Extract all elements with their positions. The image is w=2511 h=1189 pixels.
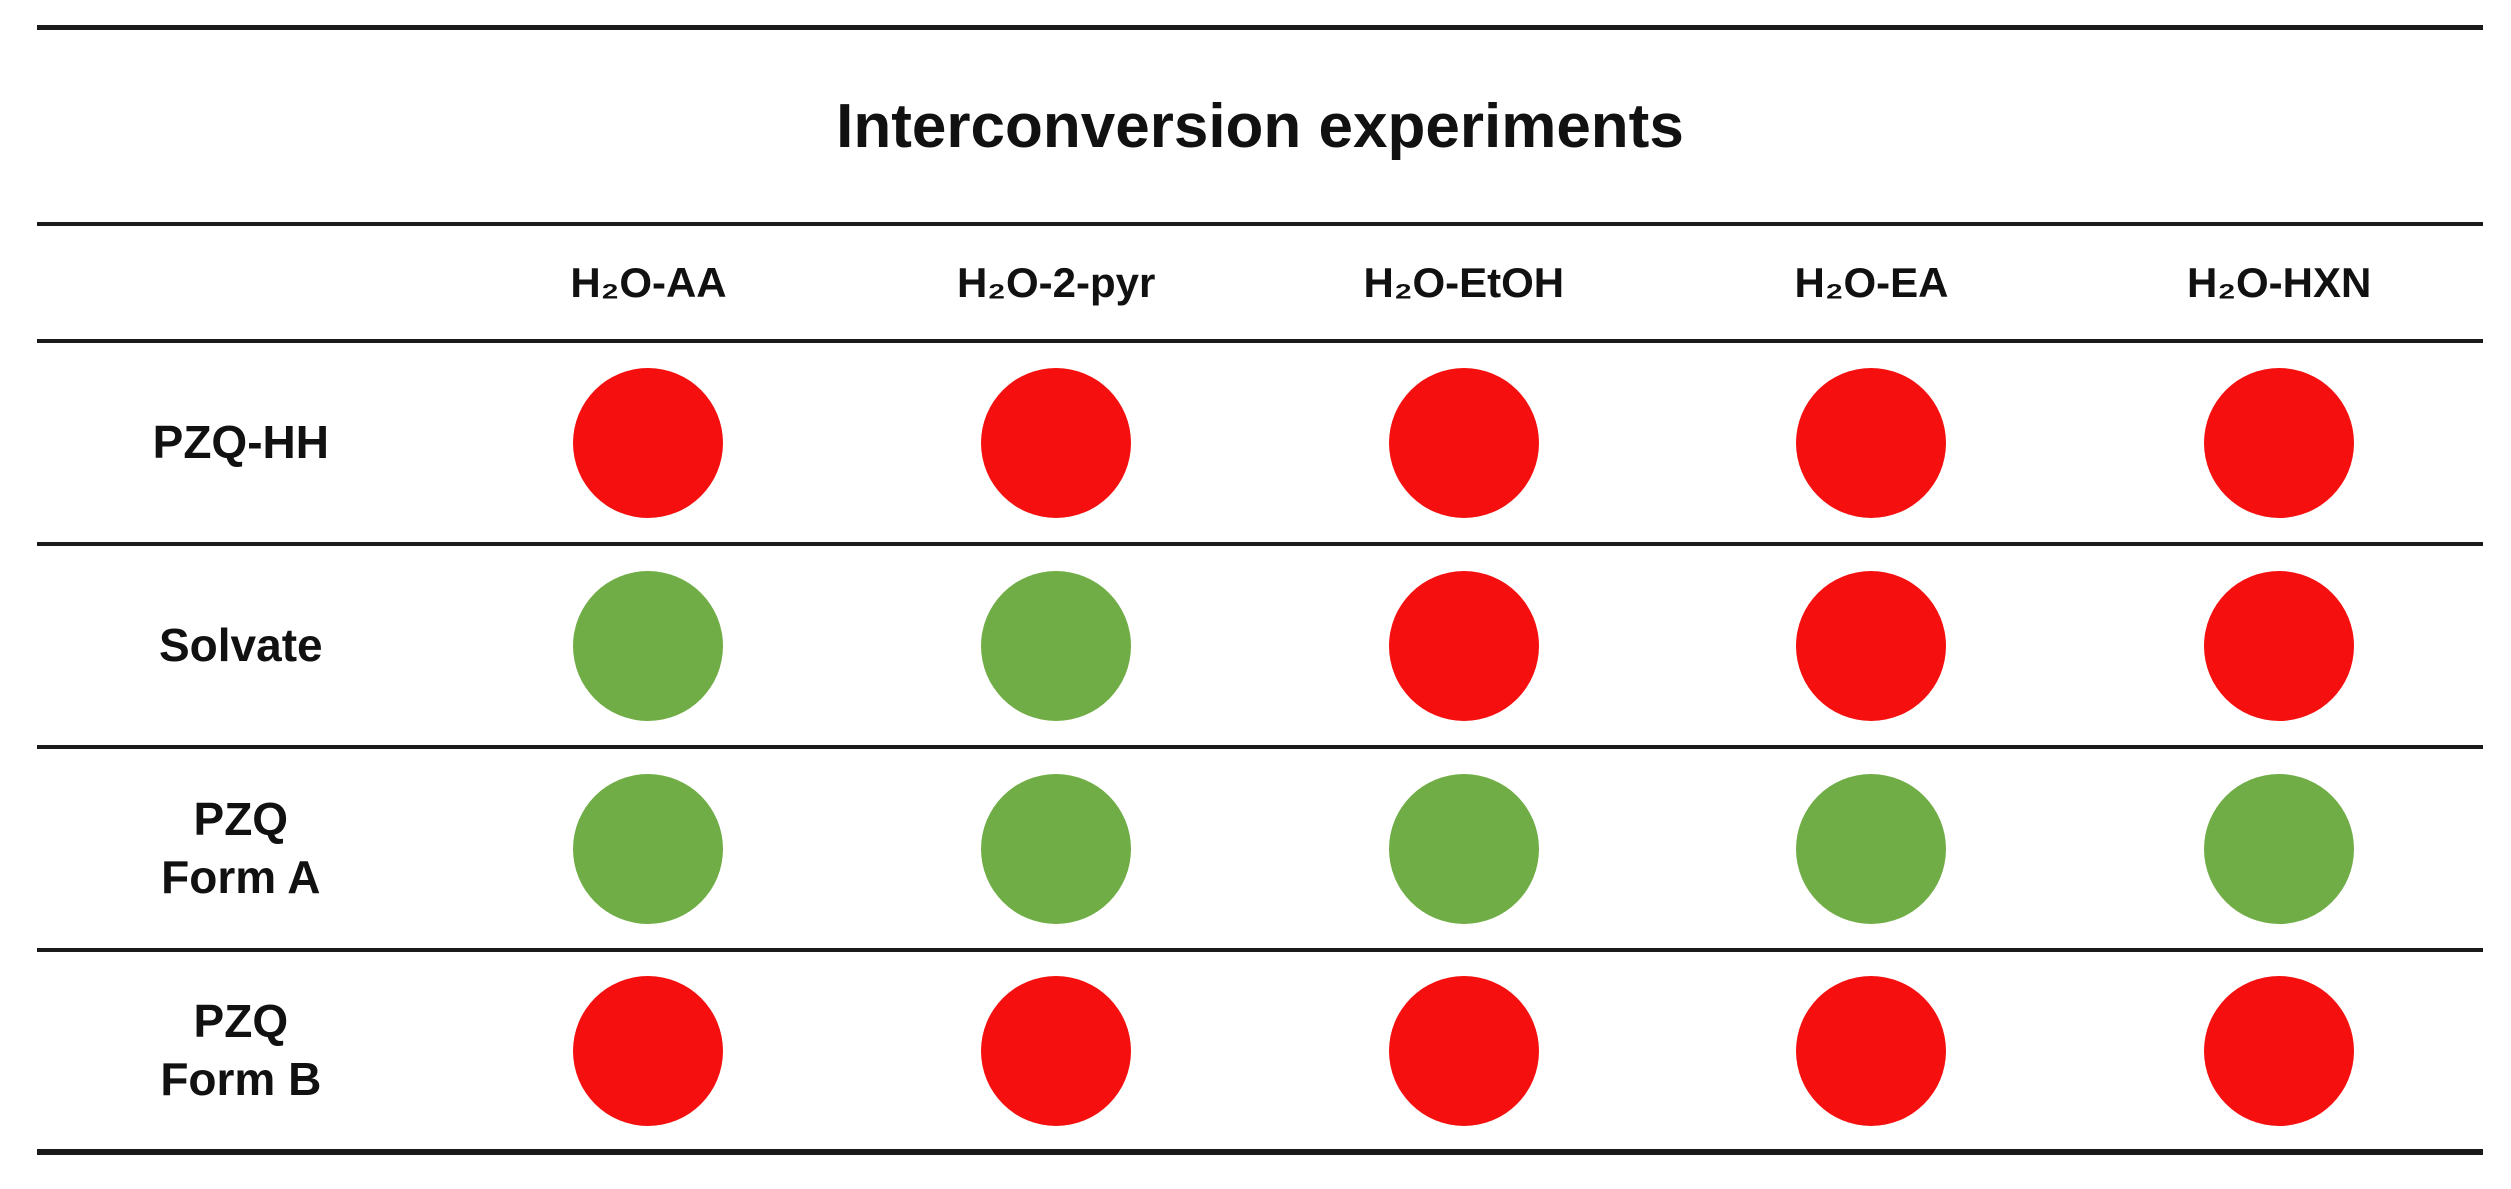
status-dot-red	[573, 367, 724, 518]
status-dot-red	[1388, 570, 1539, 721]
table-cell	[445, 343, 853, 542]
table-cell	[2075, 343, 2483, 542]
title-block: Interconversion experiments	[37, 25, 2483, 222]
row-label: PZQ Form A	[161, 793, 321, 903]
status-dot-green	[1388, 773, 1539, 924]
table-cell	[852, 952, 1260, 1149]
status-dot-green	[1796, 773, 1947, 924]
table-cell	[1260, 343, 1668, 542]
status-dot-green	[981, 570, 1132, 721]
status-dot-green	[573, 773, 724, 924]
row-label: PZQ Form B	[160, 995, 322, 1105]
table-row: Solvate	[37, 546, 2483, 749]
table-cell	[1668, 749, 2076, 948]
table-cell	[445, 546, 853, 745]
status-dot-red	[573, 975, 724, 1126]
table-cell	[852, 343, 1260, 542]
status-dot-red	[1388, 975, 1539, 1126]
column-header: H₂O-2-pyr	[956, 258, 1156, 306]
table-row: PZQ-HH	[37, 343, 2483, 546]
table-body: PZQ-HH Solvate PZQ Form A PZQ Form B	[37, 343, 2483, 1155]
header-row: H₂O-AA H₂O-2-pyr H₂O-EtOH H₂O-EA H₂O-HXN	[37, 222, 2483, 343]
table-row: PZQ Form B	[37, 952, 2483, 1155]
row-label: PZQ-HH	[152, 415, 329, 468]
column-header: H₂O-EA	[1794, 258, 1949, 306]
table-cell	[1668, 546, 2076, 745]
figure-title: Interconversion experiments	[836, 91, 1684, 161]
table-cell	[445, 952, 853, 1149]
status-dot-green	[981, 773, 1132, 924]
table-cell	[2075, 546, 2483, 745]
table-cell	[1260, 546, 1668, 745]
table-cell	[1668, 343, 2076, 542]
status-dot-red	[1796, 975, 1947, 1126]
status-dot-red	[1796, 367, 1947, 518]
table-cell	[1260, 952, 1668, 1149]
status-dot-red	[1796, 570, 1947, 721]
table-cell	[852, 546, 1260, 745]
column-header: H₂O-EtOH	[1363, 258, 1565, 306]
column-header: H₂O-AA	[570, 258, 727, 306]
status-dot-red	[2204, 570, 2355, 721]
status-dot-red	[981, 367, 1132, 518]
corner-cell	[37, 226, 445, 339]
table-cell	[1260, 749, 1668, 948]
status-dot-red	[981, 975, 1132, 1126]
status-dot-green	[2204, 773, 2355, 924]
column-header: H₂O-HXN	[2186, 258, 2372, 306]
status-dot-green	[573, 570, 724, 721]
status-dot-red	[2204, 975, 2355, 1126]
table-row: PZQ Form A	[37, 749, 2483, 952]
status-dot-red	[1388, 367, 1539, 518]
table-cell	[2075, 749, 2483, 948]
row-label: Solvate	[159, 618, 323, 671]
table-cell	[2075, 952, 2483, 1149]
table-cell	[852, 749, 1260, 948]
table-cell	[445, 749, 853, 948]
status-dot-red	[2204, 367, 2355, 518]
interconversion-table: Interconversion experiments H₂O-AA H₂O-2-…	[37, 25, 2483, 1155]
table-cell	[1668, 952, 2076, 1149]
